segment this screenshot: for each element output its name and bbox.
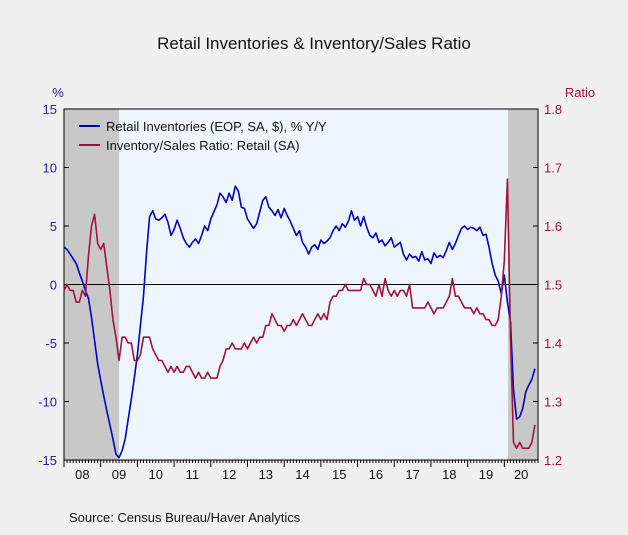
x-axis-year-label: 16 <box>369 467 383 482</box>
x-axis-year-label: 17 <box>405 467 419 482</box>
right-axis-tick-label: 1.3 <box>544 395 562 410</box>
right-axis-unit-label: Ratio <box>565 85 595 100</box>
series-line-inventory-sales-ratio <box>63 178 536 450</box>
x-axis-year-label: 13 <box>259 467 273 482</box>
x-axis-year-label: 14 <box>295 467 309 482</box>
x-axis-year-label: 10 <box>149 467 163 482</box>
legend-entry: Retail Inventories (EOP, SA, $), % Y/Y <box>106 119 327 134</box>
x-axis-year-label: 20 <box>514 467 528 482</box>
legend-entry: Inventory/Sales Ratio: Retail (SA) <box>106 138 300 153</box>
left-axis-tick-label: 5 <box>50 219 57 234</box>
right-axis-tick-label: 1.2 <box>544 453 562 468</box>
left-axis-tick-label: 0 <box>50 278 57 293</box>
x-axis-year-label: 09 <box>112 467 126 482</box>
series-line-retail-inventories <box>63 185 536 459</box>
x-axis-year-label: 12 <box>222 467 236 482</box>
left-axis-tick-label: 10 <box>43 161 57 176</box>
chart-title: Retail Inventories & Inventory/Sales Rat… <box>157 34 471 53</box>
right-axis-tick-label: 1.6 <box>544 219 562 234</box>
left-axis-tick-label: -5 <box>45 336 57 351</box>
x-axis-year-label: 11 <box>186 467 200 482</box>
left-axis-tick-label: -10 <box>38 395 57 410</box>
right-axis-tick-label: 1.4 <box>544 336 562 351</box>
plot-area: 15 10 5 0 -5 -10 -15 1.8 1.7 1.6 1.5 1.4 1.3 1.2 08 09 1… <box>38 102 562 482</box>
right-axis-tick-label: 1.7 <box>544 161 562 176</box>
x-axis-year-label: 18 <box>442 467 456 482</box>
x-axis-year-label: 08 <box>75 467 89 482</box>
x-axis-year-label: 15 <box>332 467 346 482</box>
right-axis-tick-label: 1.8 <box>544 102 562 117</box>
left-axis-tick-label: -15 <box>38 453 57 468</box>
right-axis-tick-label: 1.5 <box>544 278 562 293</box>
x-axis-year-label: 19 <box>479 467 493 482</box>
left-axis-unit-label: % <box>52 85 64 100</box>
source-note: Source: Census Bureau/Haver Analytics <box>69 510 301 525</box>
left-axis-tick-label: 15 <box>43 102 57 117</box>
